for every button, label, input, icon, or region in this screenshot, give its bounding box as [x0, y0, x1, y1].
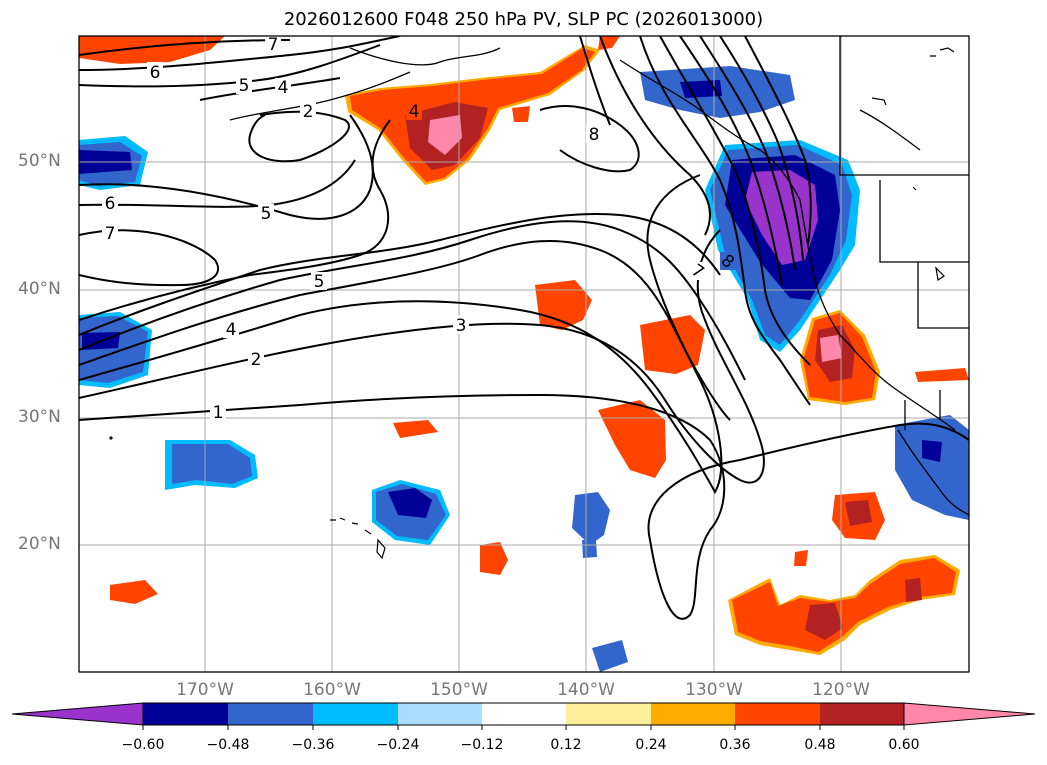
colorbar-tick-label: −0.48	[206, 737, 250, 753]
contour-3	[79, 174, 723, 495]
contour-north-7	[79, 39, 291, 56]
contour-west-5	[79, 114, 374, 220]
contour-label: 4	[278, 78, 289, 98]
contour-north-2	[248, 110, 350, 163]
plot-border	[78, 35, 970, 673]
pv-pos-region-30n-140w	[598, 400, 666, 478]
lon-label-140w: 140°W	[557, 680, 615, 700]
contour-label: 4	[409, 102, 420, 122]
colorbar-extend-low	[11, 702, 144, 726]
lon-label-120w: 120°W	[812, 680, 870, 700]
colorbar-swatch	[651, 703, 735, 725]
contour-west-7	[79, 229, 220, 287]
contour-north-5	[79, 44, 381, 88]
colorbar-extend-high	[903, 702, 1036, 726]
colorbar-swatch	[143, 703, 228, 725]
contour-north-8	[539, 104, 640, 173]
colorbar-tick-label: 0.48	[804, 737, 836, 753]
contour-low-ring-8	[579, 36, 611, 126]
contour-label: 7	[105, 224, 116, 244]
colorbar-tick-label: 0.60	[888, 737, 920, 753]
colorbar-swatch	[313, 703, 398, 725]
colorbar-tick-label: −0.36	[291, 737, 335, 753]
contour-4	[79, 239, 731, 421]
colorbar-tick-label: −0.12	[460, 737, 504, 753]
colorbar-swatch	[735, 703, 820, 725]
contour-label-group: 7 6 5 4 2 4 8 6 7 5 5 4 2 3 1 7 8	[102, 35, 738, 423]
pv-neg-region-22n-140w	[572, 492, 610, 545]
islands	[109, 47, 955, 560]
contour-label: 5	[314, 272, 325, 292]
contour-label: 4	[226, 320, 237, 340]
contour-north-4	[199, 77, 341, 101]
contour-label: 3	[456, 316, 467, 336]
lat-label-40n: 40°N	[18, 279, 61, 299]
lon-label-170w: 170°W	[176, 680, 234, 700]
gridlines	[79, 36, 969, 672]
lat-label-20n: 20°N	[18, 534, 61, 554]
map-plot-area	[79, 36, 969, 672]
colorbar	[11, 702, 1036, 730]
pv-neg-region-baja	[895, 415, 969, 520]
colorbar-swatch	[228, 703, 313, 725]
lon-label-160w: 160°W	[303, 680, 361, 700]
lat-label-30n: 30°N	[18, 407, 61, 427]
contour-label: 2	[251, 350, 262, 370]
contour-low-ring-5	[719, 36, 804, 261]
contour-low-ring-6	[744, 36, 812, 246]
contour-6	[79, 213, 721, 336]
coastlines	[229, 36, 969, 516]
contour-low-ring-2	[659, 36, 811, 366]
contour-label: 7	[268, 35, 279, 55]
contour-label: 6	[150, 63, 161, 83]
contour-label: 8	[589, 125, 600, 145]
colorbar-tick-label: 0.12	[550, 737, 582, 753]
contour-5	[79, 220, 746, 381]
slp-contours	[79, 36, 969, 620]
contour-2	[79, 229, 765, 484]
contour-label: 6	[105, 194, 116, 214]
contour-1	[79, 393, 969, 620]
contour-low-ring-4	[699, 36, 796, 271]
map-title: 2026012600 F048 250 hPa PV, SLP PC (2026…	[283, 9, 764, 30]
contour-low-ring-7	[599, 36, 711, 236]
lon-label-150w: 150°W	[430, 680, 488, 700]
colorbar-tick-label: −0.24	[376, 737, 420, 753]
contour-label: 2	[303, 102, 314, 122]
contour-low-ring-3	[679, 36, 783, 286]
colorbar-swatch	[398, 703, 482, 725]
colorbar-swatch	[482, 703, 566, 725]
lon-label-130w: 130°W	[685, 680, 743, 700]
colorbar-swatch	[820, 703, 904, 725]
contour-north-6	[79, 36, 401, 71]
positive-pv-regions	[79, 36, 969, 655]
contour-label: 1	[213, 403, 224, 423]
lat-label-50n: 50°N	[18, 151, 61, 171]
colorbar-tick-label: −0.60	[121, 737, 165, 753]
colorbar-tick-label: 0.36	[719, 737, 751, 753]
colorbar-swatch	[566, 703, 651, 725]
contour-label: 5	[239, 76, 250, 96]
contour-low-ring-1	[639, 36, 811, 406]
negative-pv-regions	[79, 66, 969, 672]
pv-pos-region-30n-155w	[393, 420, 438, 438]
colorbar-tick-label: 0.24	[635, 737, 667, 753]
contour-label: 5	[261, 204, 272, 224]
